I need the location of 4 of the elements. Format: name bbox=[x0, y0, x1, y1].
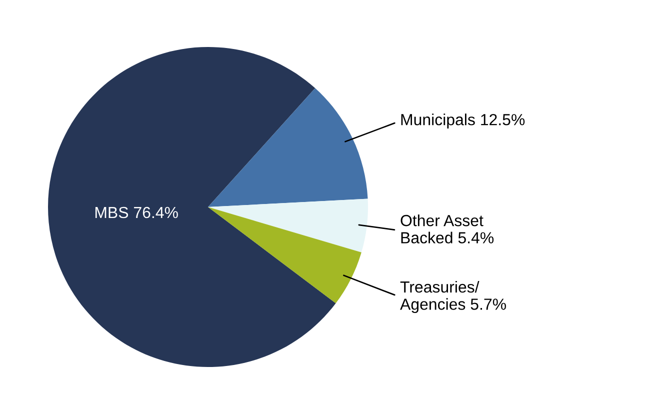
slice-label: Other Asset Backed 5.4% bbox=[400, 214, 494, 244]
slice-label: Treasuries/ Agencies 5.7% bbox=[400, 280, 506, 314]
slice-label: MBS 76.4% bbox=[95, 206, 178, 218]
slice-label: Municipals 12.5% bbox=[401, 114, 525, 128]
